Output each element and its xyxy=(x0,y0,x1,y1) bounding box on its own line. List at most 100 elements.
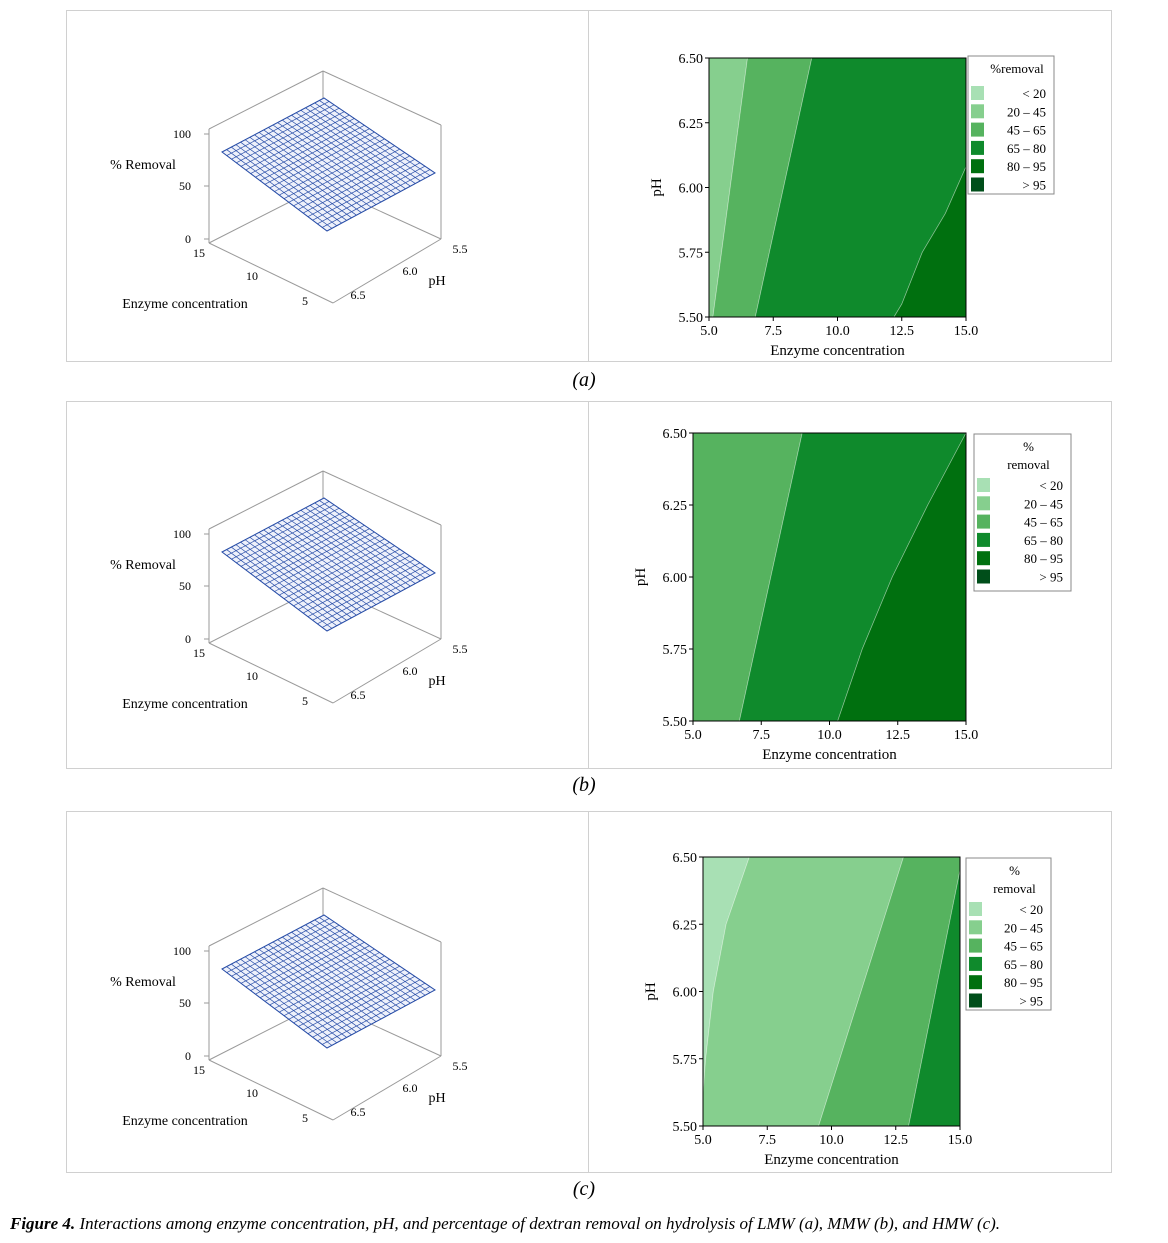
surface-mesh-line xyxy=(277,122,387,200)
surface-group: 100 50 0 % Removal 15 10 5 Enzyme concentration… xyxy=(110,887,468,1129)
surface-mesh-line xyxy=(317,982,426,1042)
surface-mesh-line xyxy=(307,976,415,1034)
panel-b: 100 50 0 % Removal 15 10 5 Enzyme concentration… xyxy=(66,401,1112,769)
panel-divider xyxy=(588,11,589,361)
y-axis-label: pH xyxy=(428,274,445,289)
surface-mesh-line xyxy=(312,162,421,221)
x-tick-label: 15 xyxy=(193,1063,205,1077)
y-tick-label: 5.5 xyxy=(453,242,468,256)
y-tick-label: 6.00 xyxy=(663,571,688,586)
x-tick-label: 10.0 xyxy=(819,1133,844,1148)
legend-swatch xyxy=(971,104,984,119)
surface-mesh-line xyxy=(312,562,421,621)
surface-mesh-line xyxy=(309,505,421,582)
contour-plot: 5.0 7.5 10.0 12.5 15.0 5.50 5.75 6.00 6.25 6.50 En… xyxy=(633,427,1072,763)
legend-entry: < 20 xyxy=(1019,902,1043,917)
surface-mesh-line xyxy=(277,939,387,1017)
y-tick-label: 6.00 xyxy=(673,986,698,1001)
y-tick-label: 6.0 xyxy=(403,1081,418,1095)
surface-mesh-line xyxy=(322,986,431,1045)
surface-mesh-line xyxy=(291,931,401,1009)
z-axis-label: % Removal xyxy=(110,558,176,573)
surface-mesh-line xyxy=(295,112,406,190)
legend-swatch xyxy=(969,956,982,971)
legend-entry: 45 – 65 xyxy=(1004,939,1043,954)
legend-title: % xyxy=(1023,439,1034,454)
y-axis-label: pH xyxy=(633,568,649,587)
surface-mesh-line xyxy=(326,572,436,632)
legend-entry: 65 – 80 xyxy=(1024,533,1063,548)
surface-mesh-line xyxy=(319,500,431,576)
z-axis-label: % Removal xyxy=(110,975,176,990)
surface-mesh-line xyxy=(288,145,395,203)
x-axis-label: Enzyme concentration xyxy=(764,1152,899,1168)
z-axis-label: % Removal xyxy=(110,158,176,173)
caption-label: Figure 4. xyxy=(10,1214,76,1233)
contour-plot: 5.0 7.5 10.0 12.5 15.0 5.50 5.75 6.00 6.25 6.50 En… xyxy=(649,52,1055,359)
legend-swatch xyxy=(971,159,984,174)
caption-text: Interactions among enzyme concentration,… xyxy=(79,1214,1001,1233)
legend-swatch xyxy=(977,551,990,566)
surface-group: 100 50 0 % Removal 15 10 5 Enzyme concentration… xyxy=(110,70,468,312)
x-tick-label: 15 xyxy=(193,246,205,260)
surface-mesh-line xyxy=(274,952,380,1009)
z-tick-label: 100 xyxy=(173,527,191,541)
surface-plot: 100 50 0 % Removal 15 10 5 Enzyme concentration… xyxy=(110,887,468,1129)
z-tick-label: 50 xyxy=(179,179,191,193)
legend-swatch xyxy=(969,920,982,935)
legend-entry: 80 – 95 xyxy=(1007,159,1046,174)
legend-box xyxy=(973,433,1072,592)
surface-mesh-line xyxy=(282,519,392,598)
surface-mesh-line xyxy=(277,522,387,600)
y-tick-label: 6.0 xyxy=(403,664,418,678)
y-axis-label: pH xyxy=(428,1091,445,1106)
contour-region xyxy=(702,856,905,1127)
x-tick-label: 12.5 xyxy=(884,1133,909,1148)
y-tick-label: 6.25 xyxy=(673,918,698,933)
surface-mesh-line xyxy=(323,914,436,991)
surface-plot: 100 50 0 % Removal 15 10 5 Enzyme concentration… xyxy=(110,470,468,712)
surface-mesh-line xyxy=(312,979,421,1038)
axis-line xyxy=(332,1055,442,1121)
panel-c: 100 50 0 % Removal 15 10 5 Enzyme concentration… xyxy=(66,811,1112,1173)
surface-mesh-line xyxy=(300,109,411,187)
legend-swatch xyxy=(977,569,990,584)
axis-line xyxy=(208,642,334,704)
y-tick-label: 6.5 xyxy=(351,1105,366,1119)
surface-mesh-line xyxy=(302,555,410,614)
surface-mesh-line xyxy=(300,926,411,1004)
surface-mesh-line xyxy=(305,924,416,1001)
y-tick-label: 5.75 xyxy=(673,1053,698,1068)
surface-plot: 100 50 0 % Removal 15 10 5 Enzyme concentration… xyxy=(110,70,468,312)
surface-mesh-line xyxy=(286,517,396,595)
box-edge xyxy=(208,887,324,947)
legend-entry: 65 – 80 xyxy=(1004,957,1043,972)
surface-mesh-line xyxy=(286,117,396,195)
surface-mesh-line xyxy=(309,922,421,999)
panel-label: (b) xyxy=(572,774,596,796)
surface-mesh-line xyxy=(288,962,395,1020)
legend-entry: 20 – 45 xyxy=(1007,104,1046,119)
surface-mesh-line xyxy=(319,100,431,176)
y-tick-label: 6.50 xyxy=(663,427,688,442)
x-tick-label: 7.5 xyxy=(765,324,783,339)
x-tick-label: 15.0 xyxy=(954,728,979,743)
surface-mesh-line xyxy=(322,569,431,628)
x-tick-label: 15.0 xyxy=(954,324,979,339)
x-tick-label: 5.0 xyxy=(700,324,718,339)
legend-swatch xyxy=(969,938,982,953)
legend-swatch xyxy=(971,122,984,137)
legend-entry: 20 – 45 xyxy=(1024,496,1063,511)
x-tick-label: 5 xyxy=(302,294,308,308)
y-tick-label: 5.5 xyxy=(453,642,468,656)
legend-entry: 20 – 45 xyxy=(1004,920,1043,935)
legend-title: removal xyxy=(993,881,1036,896)
surface-mesh-line xyxy=(291,514,401,592)
x-tick-label: 10 xyxy=(246,1086,258,1100)
x-tick-label: 7.5 xyxy=(759,1133,777,1148)
y-tick-label: 5.50 xyxy=(679,311,704,326)
surface-mesh-line xyxy=(305,507,416,584)
panel-label: (a) xyxy=(572,369,596,391)
axis-line xyxy=(208,242,334,304)
y-axis-label: pH xyxy=(649,178,665,197)
